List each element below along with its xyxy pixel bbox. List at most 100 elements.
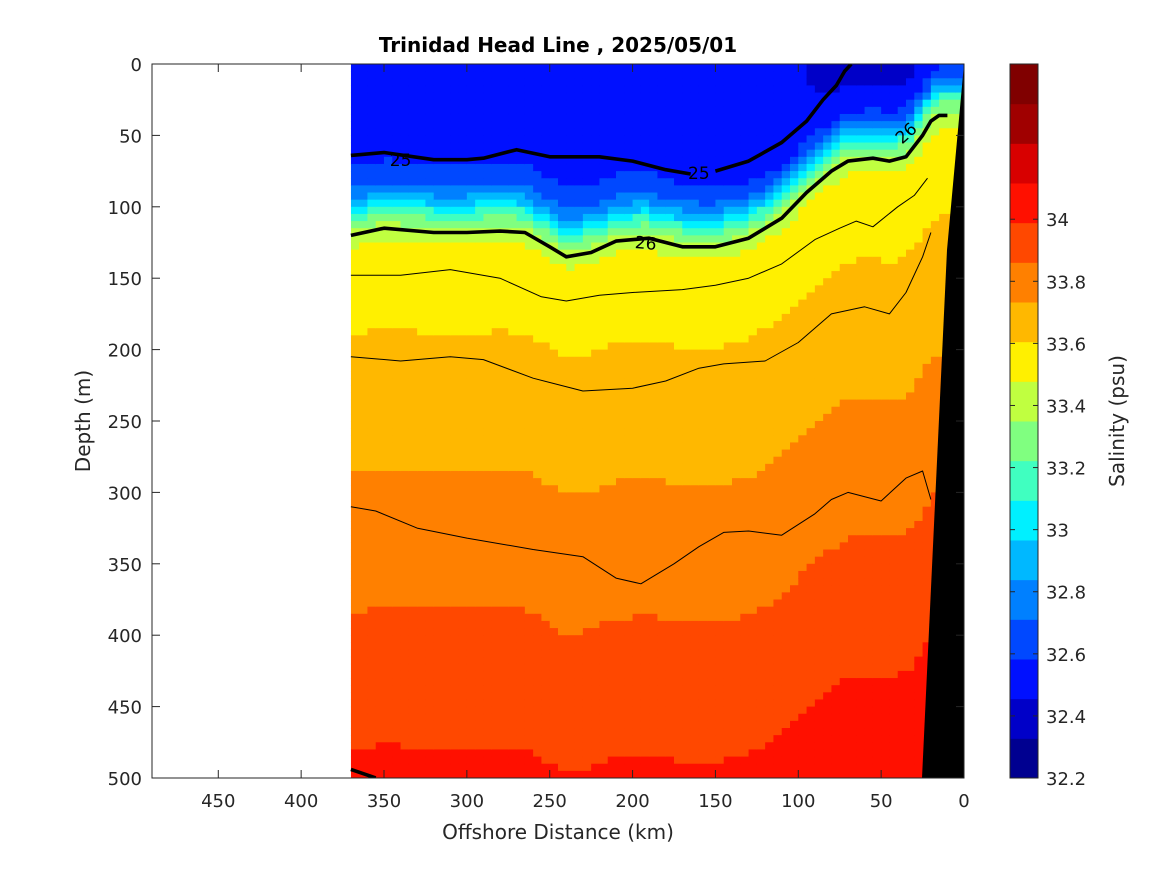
salinity-cell bbox=[674, 735, 683, 743]
salinity-cell bbox=[690, 749, 700, 758]
salinity-cell bbox=[740, 64, 750, 72]
salinity-cell bbox=[408, 713, 418, 722]
salinity-cell bbox=[408, 213, 418, 222]
salinity-cell bbox=[640, 456, 650, 465]
salinity-cell bbox=[599, 335, 609, 344]
salinity-cell bbox=[524, 599, 534, 608]
salinity-cell bbox=[707, 649, 717, 658]
salinity-cell bbox=[533, 313, 543, 322]
salinity-cell bbox=[533, 585, 543, 593]
salinity-cell bbox=[516, 113, 526, 122]
salinity-cell bbox=[367, 242, 377, 251]
salinity-cell bbox=[566, 735, 576, 743]
salinity-cell bbox=[624, 392, 634, 401]
salinity-cell bbox=[632, 770, 642, 778]
salinity-cell bbox=[732, 556, 741, 565]
salinity-cell bbox=[516, 628, 526, 636]
salinity-cell bbox=[715, 342, 725, 351]
salinity-cell bbox=[723, 78, 733, 87]
salinity-cell bbox=[442, 221, 451, 229]
salinity-cell bbox=[392, 513, 402, 522]
salinity-cell bbox=[533, 171, 543, 179]
salinity-cell bbox=[350, 763, 360, 772]
salinity-cell bbox=[450, 578, 460, 586]
salinity-cell bbox=[657, 363, 667, 372]
salinity-cell bbox=[599, 156, 609, 165]
salinity-cell bbox=[541, 556, 551, 565]
salinity-cell bbox=[665, 221, 675, 229]
salinity-cell bbox=[516, 685, 526, 693]
salinity-cell bbox=[466, 556, 476, 565]
salinity-cell bbox=[458, 106, 468, 115]
salinity-cell bbox=[425, 113, 435, 122]
salinity-cell bbox=[674, 356, 683, 365]
salinity-cell bbox=[433, 221, 443, 229]
salinity-cell bbox=[698, 121, 708, 129]
salinity-cell bbox=[740, 470, 750, 479]
salinity-cell bbox=[549, 613, 559, 622]
salinity-cell bbox=[359, 713, 369, 722]
salinity-cell bbox=[524, 685, 534, 693]
salinity-cell bbox=[599, 421, 609, 429]
salinity-cell bbox=[475, 435, 485, 444]
salinity-cell bbox=[549, 242, 559, 251]
salinity-cell bbox=[558, 142, 567, 151]
salinity-cell bbox=[508, 256, 518, 265]
salinity-cell bbox=[582, 99, 592, 108]
salinity-cell bbox=[607, 620, 617, 629]
salinity-cell bbox=[367, 78, 377, 87]
salinity-cell bbox=[524, 499, 534, 508]
salinity-cell bbox=[417, 578, 427, 586]
salinity-cell bbox=[400, 406, 410, 415]
salinity-cell bbox=[558, 313, 567, 322]
salinity-cell bbox=[483, 699, 493, 708]
salinity-cell bbox=[408, 285, 418, 294]
salinity-cell bbox=[491, 442, 501, 451]
salinity-cell bbox=[433, 306, 443, 315]
salinity-cell bbox=[698, 385, 708, 394]
salinity-cell bbox=[384, 363, 393, 372]
salinity-cell bbox=[450, 199, 460, 208]
salinity-cell bbox=[748, 392, 758, 401]
salinity-cell bbox=[549, 106, 559, 115]
salinity-cell bbox=[723, 428, 733, 436]
salinity-cell bbox=[599, 742, 609, 751]
salinity-cell bbox=[723, 335, 733, 344]
salinity-cell bbox=[400, 749, 410, 758]
salinity-cell bbox=[732, 199, 741, 208]
salinity-cell bbox=[624, 192, 634, 201]
salinity-cell bbox=[698, 699, 708, 708]
salinity-cell bbox=[508, 249, 518, 258]
salinity-cell bbox=[599, 599, 609, 608]
salinity-cell bbox=[533, 64, 543, 72]
salinity-cell bbox=[533, 720, 543, 729]
salinity-cell bbox=[367, 313, 377, 322]
salinity-cell bbox=[665, 592, 675, 601]
salinity-cell bbox=[433, 578, 443, 586]
salinity-cell bbox=[442, 470, 451, 479]
salinity-cell bbox=[748, 149, 758, 158]
salinity-cell bbox=[549, 156, 559, 165]
salinity-cell bbox=[475, 620, 485, 629]
salinity-cell bbox=[740, 371, 750, 379]
salinity-cell bbox=[690, 499, 700, 508]
salinity-cell bbox=[756, 492, 766, 501]
salinity-cell bbox=[500, 542, 509, 551]
salinity-cell bbox=[715, 163, 725, 172]
salinity-cell bbox=[558, 428, 567, 436]
salinity-cell bbox=[582, 763, 592, 772]
salinity-cell bbox=[616, 456, 625, 465]
salinity-cell bbox=[632, 735, 642, 743]
salinity-cell bbox=[740, 385, 750, 394]
salinity-cell bbox=[359, 413, 369, 422]
salinity-cell bbox=[707, 549, 717, 558]
salinity-cell bbox=[698, 706, 708, 715]
salinity-cell bbox=[500, 506, 509, 515]
salinity-cell bbox=[400, 235, 410, 244]
salinity-cell bbox=[607, 313, 617, 322]
salinity-cell bbox=[640, 99, 650, 108]
salinity-cell bbox=[516, 106, 526, 115]
salinity-cell bbox=[607, 613, 617, 622]
salinity-cell bbox=[649, 385, 659, 394]
salinity-cell bbox=[682, 328, 692, 336]
